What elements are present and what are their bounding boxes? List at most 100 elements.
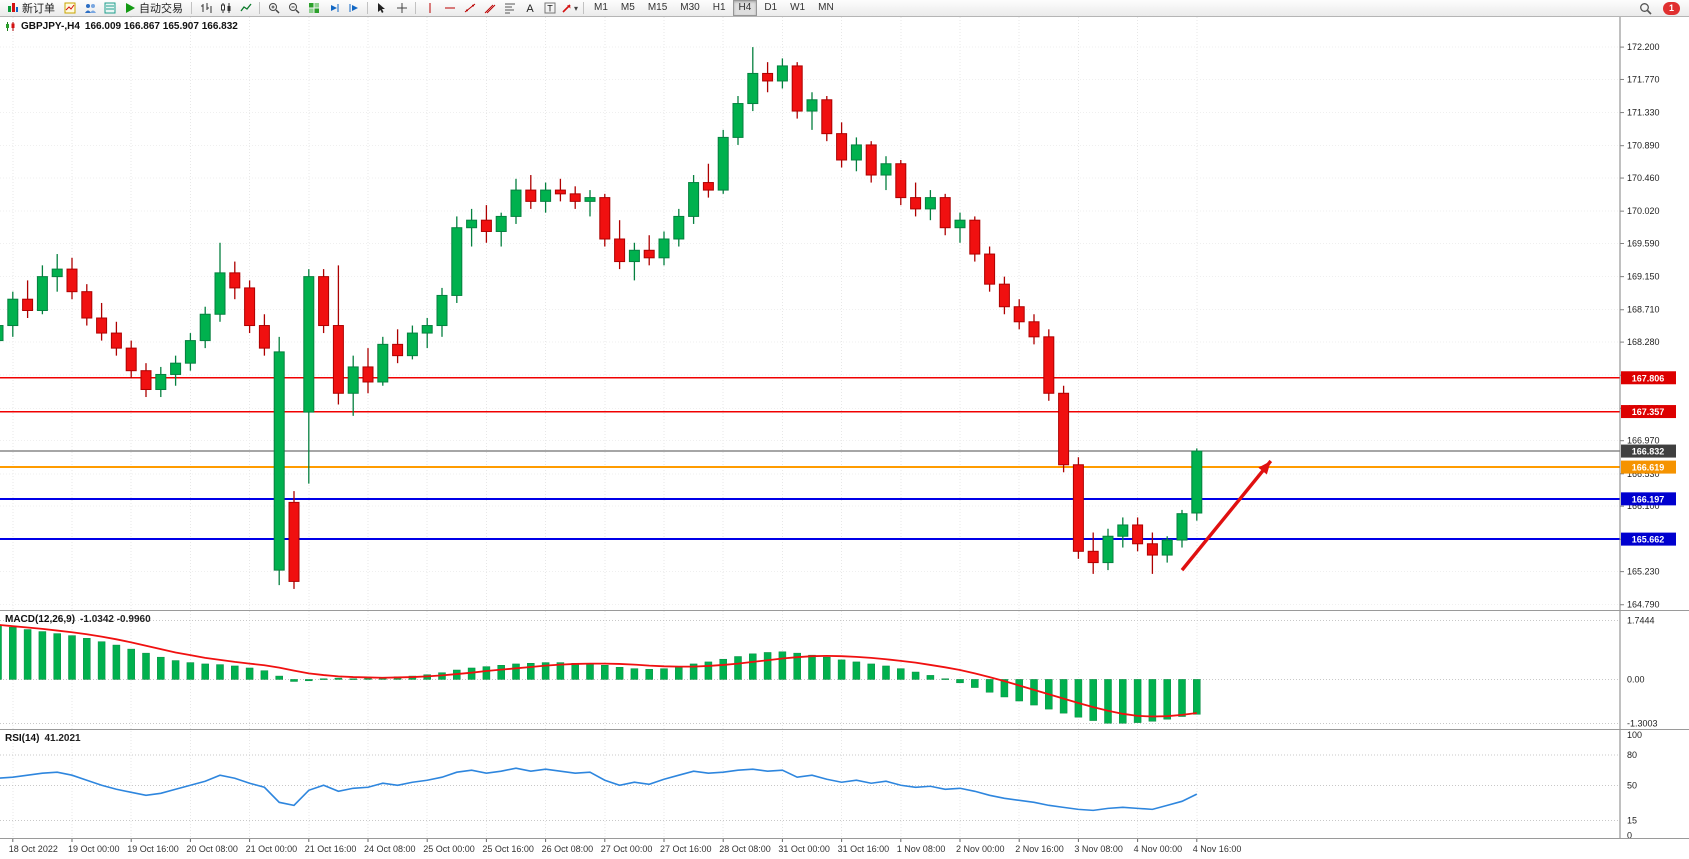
timeframe-button-d1[interactable]: D1 [764, 2, 778, 13]
svg-text:166.832: 166.832 [1632, 447, 1665, 457]
rsi-panel-surface[interactable] [0, 730, 1620, 838]
cursor-button[interactable] [372, 1, 391, 16]
candle [673, 208, 685, 247]
chart-shift-button[interactable] [344, 1, 363, 16]
candle [1102, 528, 1114, 571]
candle [1058, 385, 1070, 473]
candle [747, 47, 759, 112]
candle [643, 235, 655, 266]
toolbar-separator [367, 2, 368, 14]
svg-text:20 Oct 08:00: 20 Oct 08:00 [186, 844, 238, 854]
candle [332, 265, 344, 405]
price-axis[interactable] [1620, 17, 1689, 838]
candle [377, 336, 389, 386]
svg-text:4 Nov 16:00: 4 Nov 16:00 [1193, 844, 1242, 854]
tile-windows-button[interactable] [304, 1, 323, 16]
main-chart-surface[interactable] [0, 17, 1620, 610]
svg-text:166.197: 166.197 [1632, 494, 1665, 504]
candle [998, 276, 1010, 315]
notification-badge[interactable]: 1 [1663, 1, 1680, 15]
candles-series [0, 47, 1203, 589]
crosshair-button[interactable] [392, 1, 411, 16]
line-chart-button[interactable] [236, 1, 255, 16]
candle [155, 366, 167, 398]
vertical-line-button[interactable] [420, 1, 439, 16]
candle [776, 58, 788, 89]
macd-label: MACD(12,26,9) -1.0342 -0.9960 [5, 614, 151, 625]
time-axis[interactable] [0, 838, 1689, 859]
svg-text:170.890: 170.890 [1627, 141, 1660, 151]
svg-text:165.662: 165.662 [1632, 535, 1665, 545]
candle [1072, 457, 1084, 559]
svg-text:0.00: 0.00 [1627, 674, 1645, 684]
zoom-in-button[interactable] [264, 1, 283, 16]
candle [569, 186, 581, 209]
arrows-button[interactable]: ▾ [560, 1, 579, 16]
equidistant-channel-button[interactable] [480, 1, 499, 16]
candle [451, 216, 463, 303]
trend-arrow[interactable] [1180, 459, 1273, 572]
candle [1117, 517, 1129, 548]
text-label-button[interactable]: T [540, 1, 559, 16]
text-button[interactable]: A [520, 1, 539, 16]
candle [273, 336, 285, 586]
timeframe-button-h1[interactable]: H1 [712, 2, 726, 13]
candle-chart-button[interactable] [216, 1, 235, 16]
data-window-icon [104, 2, 115, 14]
candle [184, 333, 196, 371]
auto-scroll-button[interactable] [324, 1, 343, 16]
candle [125, 340, 137, 379]
candle [791, 62, 803, 119]
panel-divider-macd[interactable] [0, 610, 1689, 611]
candle [836, 122, 848, 168]
candle [36, 265, 48, 315]
svg-text:2 Nov 16:00: 2 Nov 16:00 [1015, 844, 1064, 854]
timeframe-button-m30[interactable]: M30 [680, 2, 700, 13]
timeframe-button-w1[interactable]: W1 [790, 2, 806, 13]
data-window-button[interactable] [100, 1, 119, 16]
candle [66, 257, 78, 300]
trendline-button[interactable] [460, 1, 479, 16]
candle [969, 216, 981, 262]
timeframe-button-m5[interactable]: M5 [620, 2, 635, 13]
svg-text:171.770: 171.770 [1627, 74, 1660, 84]
horizontal-line-button[interactable] [440, 1, 459, 16]
zoom-out-button[interactable] [284, 1, 303, 16]
fibonacci-button[interactable] [500, 1, 519, 16]
zoom-in-icon [268, 3, 280, 14]
candle [984, 246, 996, 292]
svg-text:171.330: 171.330 [1627, 108, 1660, 118]
autotrading-button[interactable]: 自动交易 [120, 1, 187, 16]
bar-chart-button[interactable] [196, 1, 215, 16]
svg-text:167.357: 167.357 [1632, 407, 1665, 417]
svg-text:169.150: 169.150 [1627, 272, 1660, 282]
svg-text:1 Nov 08:00: 1 Nov 08:00 [897, 844, 946, 854]
profiles-button[interactable] [80, 1, 99, 16]
text-label-icon: T [544, 2, 555, 14]
candle [880, 156, 892, 191]
candle [554, 178, 566, 202]
candle [510, 178, 522, 224]
candle [466, 208, 478, 247]
svg-text:170.020: 170.020 [1627, 206, 1660, 216]
svg-text:31 Oct 00:00: 31 Oct 00:00 [778, 844, 830, 854]
timeframe-button-mn[interactable]: MN [818, 2, 834, 13]
search-button[interactable] [1636, 1, 1655, 16]
svg-text:18 Oct 2022: 18 Oct 2022 [9, 844, 58, 854]
macd-title: MACD(12,26,9) [5, 614, 76, 625]
candle [895, 159, 907, 206]
timeframe-button-m15[interactable]: M15 [647, 2, 668, 13]
bar-chart-icon [200, 3, 211, 13]
timeframe-button-m1[interactable]: M1 [594, 2, 608, 13]
new-order-button[interactable]: 新订单 [3, 1, 59, 16]
toolbar-right: 1 [1636, 1, 1686, 16]
timeframe-button-h4[interactable]: H4 [732, 0, 758, 16]
panel-divider-rsi[interactable] [0, 729, 1689, 730]
macd-panel-surface[interactable] [0, 611, 1620, 729]
candle [392, 329, 404, 364]
svg-text:170.460: 170.460 [1627, 173, 1660, 183]
candle [7, 291, 19, 337]
chart-window-button[interactable] [60, 1, 79, 16]
candle [865, 141, 877, 183]
